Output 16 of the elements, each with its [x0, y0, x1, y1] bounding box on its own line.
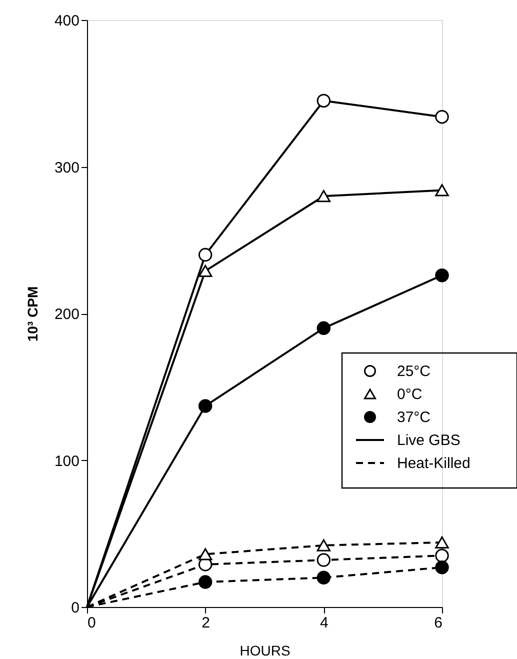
x-tick-label: 2 — [202, 614, 210, 632]
y-axis-title: 10³ CPM — [24, 286, 40, 342]
x-axis-title: HOURS — [240, 642, 290, 658]
y-tick-label: 0 — [71, 600, 80, 616]
x-tick-label: 0 — [88, 614, 96, 632]
y-tick-label: 400 — [54, 12, 80, 30]
legend-label: 25°C — [397, 363, 431, 380]
y-tick-label: 100 — [54, 452, 80, 470]
x-tick-label: 6 — [434, 614, 442, 632]
y-tick-label: 300 — [54, 159, 80, 176]
annotation: Live GBS — [397, 432, 460, 449]
x-tick-label: 4 — [320, 614, 328, 632]
legend-label: 0°C — [397, 386, 422, 403]
y-tick-label: 200 — [54, 306, 80, 323]
legend-label: 37°C — [397, 409, 431, 426]
annotation: Heat-Killed — [397, 455, 470, 472]
